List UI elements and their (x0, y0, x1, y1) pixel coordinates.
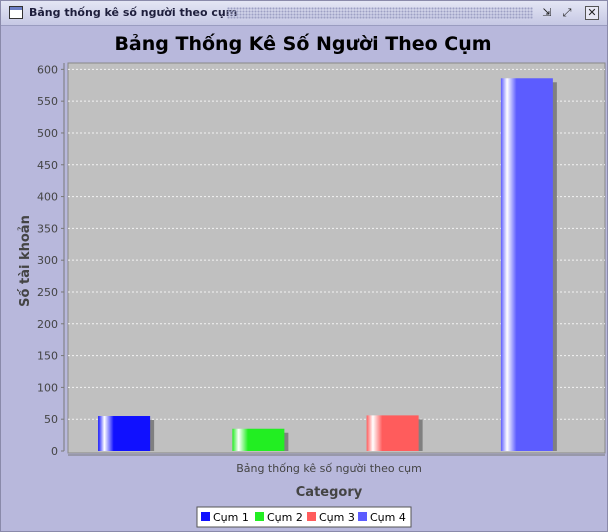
legend-item-label: Cụm 3 (319, 511, 355, 524)
window-title: Bảng thống kê số người theo cụm (29, 6, 238, 19)
y-axis: 0 50 100 150 200 250 300 350 400 450 500 550 600 (37, 63, 65, 458)
y-axis-title: Số tài khoản (18, 215, 33, 307)
y-tick-label: 400 (37, 191, 58, 204)
legend-swatch (255, 512, 264, 521)
legend-box (196, 506, 412, 528)
y-tick-label: 450 (37, 159, 58, 172)
y-tick-label: 200 (37, 318, 58, 331)
legend-item-label: Cụm 4 (370, 511, 406, 524)
close-icon[interactable]: ✕ (585, 6, 599, 20)
titlebar-grip (227, 7, 533, 19)
y-tick-label: 550 (37, 95, 58, 108)
bar-1 (98, 416, 151, 451)
y-tick-label: 50 (44, 413, 58, 426)
y-tick-label: 500 (37, 127, 58, 140)
bar-2 (232, 428, 285, 451)
chart-title: Bảng Thống Kê Số Người Theo Cụm (114, 32, 491, 55)
legend: Cụm 1 Cụm 2 Cụm 3 Cụm 4 (196, 506, 412, 528)
legend-item-label: Cụm 1 (213, 511, 249, 524)
legend-swatch (201, 512, 210, 521)
x-axis-title: Category (296, 485, 363, 500)
y-tick-label: 300 (37, 254, 58, 267)
window-titlebar[interactable]: Bảng thống kê số người theo cụm ⇲ ⤢ ✕ (1, 1, 607, 26)
bars (98, 78, 557, 452)
bar-chart: Bảng Thống Kê Số Người Theo Cụm 0 50 100 15… (18, 32, 606, 528)
grid-lines (68, 68, 605, 420)
y-tick-label: 250 (37, 286, 58, 299)
legend-swatch (358, 512, 367, 521)
bar-3 (366, 415, 419, 451)
y-tick-label: 100 (37, 381, 58, 394)
y-tick-label: 600 (37, 63, 58, 76)
minimize-icon[interactable]: ⇲ (542, 6, 552, 19)
window-icon (9, 6, 23, 19)
legend-swatch (307, 512, 316, 521)
maximize-icon[interactable]: ⤢ (562, 6, 572, 19)
y-tick-label: 0 (51, 445, 58, 458)
bar-4 (500, 78, 553, 452)
y-tick-label: 350 (37, 222, 58, 235)
legend-item-label: Cụm 2 (267, 511, 303, 524)
category-label: Bảng thống kê số người theo cụm (236, 462, 422, 475)
y-tick-label: 150 (37, 350, 58, 363)
